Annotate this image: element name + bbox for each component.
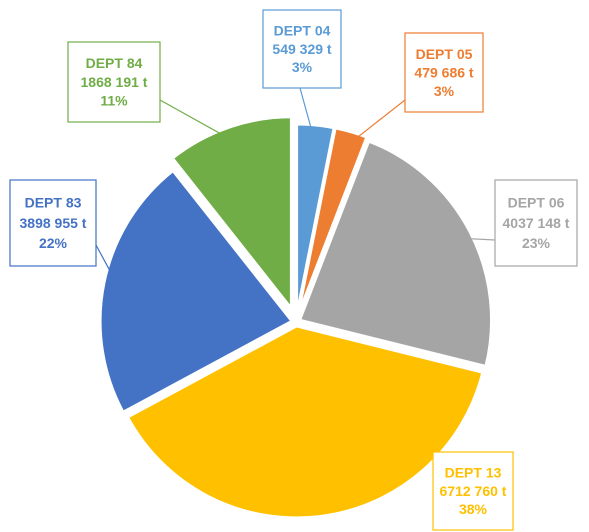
pie-slice [296, 126, 369, 317]
callout-box [494, 179, 578, 267]
percentage-label: 3% [292, 59, 313, 75]
slice-label: DEPT 13 [445, 464, 502, 480]
slice-label: DEPT 83 [25, 195, 82, 211]
percentage-label: 3% [434, 83, 455, 99]
callout-box [432, 451, 514, 531]
percentage-label: 22% [39, 235, 68, 251]
slice-label: DEPT 84 [86, 55, 143, 71]
callout-box [9, 179, 97, 267]
pie-slice [297, 139, 494, 369]
value-label: 549 329 t [272, 41, 331, 57]
leader-line [159, 99, 234, 142]
callout-box [404, 32, 484, 113]
value-label: 1868 191 t [81, 74, 148, 90]
leader-line [95, 244, 119, 286]
callout-box [262, 9, 342, 89]
slice-label: DEPT 06 [508, 195, 565, 211]
leader-line [457, 237, 496, 241]
value-label: 4037 148 t [503, 215, 570, 231]
percentage-label: 23% [522, 235, 551, 251]
leader-line [318, 451, 451, 504]
pie-slice [98, 168, 295, 415]
leader-line [299, 87, 315, 140]
percentage-label: 11% [100, 93, 128, 109]
leader-line [346, 99, 406, 146]
pie-slice [125, 324, 485, 520]
value-label: 479 686 t [414, 64, 473, 80]
slice-label: DEPT 04 [274, 22, 331, 38]
percentage-label: 38% [459, 501, 488, 517]
value-label: 6712 760 t [440, 483, 507, 499]
value-label: 3898 955 t [20, 215, 87, 231]
callout-box [67, 41, 161, 123]
pie-slice [170, 115, 293, 314]
slice-label: DEPT 05 [416, 46, 473, 62]
